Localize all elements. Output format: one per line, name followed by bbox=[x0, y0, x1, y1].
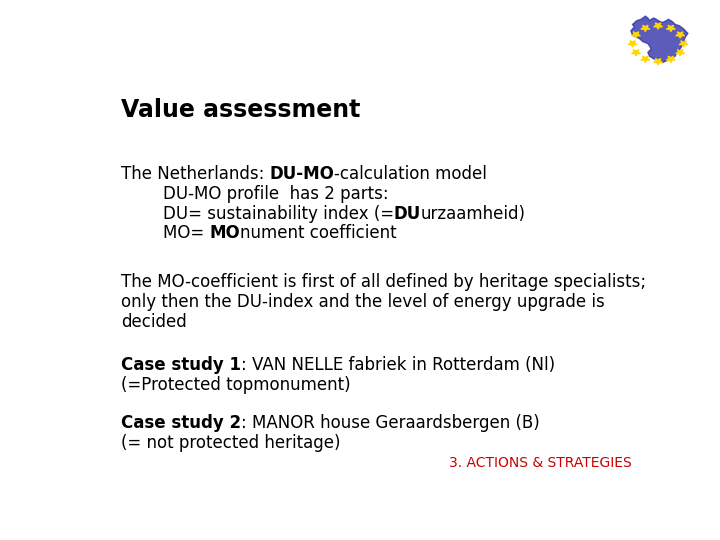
Text: -calculation model: -calculation model bbox=[334, 165, 487, 183]
Text: nument coefficient: nument coefficient bbox=[240, 225, 397, 242]
Polygon shape bbox=[631, 50, 641, 56]
Text: urzaamheid): urzaamheid) bbox=[421, 205, 526, 222]
Text: DU: DU bbox=[394, 205, 421, 222]
Text: MO: MO bbox=[210, 225, 240, 242]
Polygon shape bbox=[667, 25, 675, 32]
Text: 3. ACTIONS & STRATEGIES: 3. ACTIONS & STRATEGIES bbox=[449, 456, 631, 470]
Polygon shape bbox=[631, 32, 641, 38]
Polygon shape bbox=[641, 25, 649, 32]
Polygon shape bbox=[667, 56, 675, 63]
Text: : MANOR house Geraardsbergen (B): : MANOR house Geraardsbergen (B) bbox=[240, 414, 539, 432]
Text: Value assessment: Value assessment bbox=[121, 98, 360, 122]
Text: DU-MO profile  has 2 parts:: DU-MO profile has 2 parts: bbox=[121, 185, 388, 202]
Polygon shape bbox=[631, 16, 688, 63]
Polygon shape bbox=[675, 32, 685, 38]
Text: (=Protected topmonument): (=Protected topmonument) bbox=[121, 376, 351, 394]
Text: : VAN NELLE fabriek in Rotterdam (Nl): : VAN NELLE fabriek in Rotterdam (Nl) bbox=[240, 356, 555, 374]
Text: Case study 1: Case study 1 bbox=[121, 356, 240, 374]
Text: Case study 2: Case study 2 bbox=[121, 414, 240, 432]
Polygon shape bbox=[641, 56, 649, 63]
Text: only then the DU-index and the level of energy upgrade is: only then the DU-index and the level of … bbox=[121, 293, 605, 310]
Polygon shape bbox=[679, 40, 688, 47]
Text: decided: decided bbox=[121, 313, 186, 330]
Text: The MO-coefficient is first of all defined by heritage specialists;: The MO-coefficient is first of all defin… bbox=[121, 273, 646, 291]
Text: (= not protected heritage): (= not protected heritage) bbox=[121, 434, 340, 452]
Text: DU-MO: DU-MO bbox=[269, 165, 334, 183]
Polygon shape bbox=[675, 50, 685, 56]
Polygon shape bbox=[628, 40, 637, 47]
Text: MO=: MO= bbox=[121, 225, 210, 242]
Text: The Netherlands:: The Netherlands: bbox=[121, 165, 269, 183]
Polygon shape bbox=[654, 58, 662, 65]
Text: DU= sustainability index (=: DU= sustainability index (= bbox=[121, 205, 394, 222]
Polygon shape bbox=[654, 23, 662, 29]
